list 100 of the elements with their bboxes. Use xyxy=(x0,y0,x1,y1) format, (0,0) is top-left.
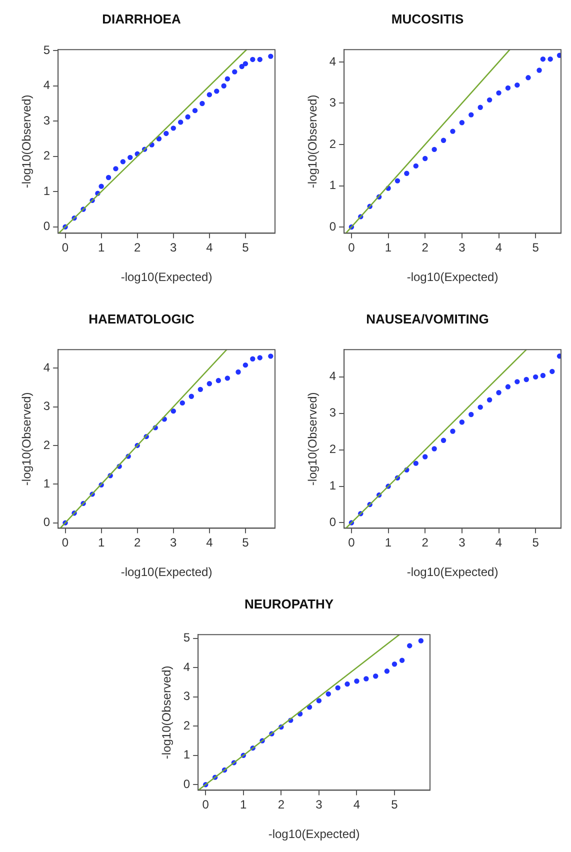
point xyxy=(404,170,410,176)
point xyxy=(180,400,185,406)
chart-title: NAUSEA/VOMITING xyxy=(366,311,489,326)
y-tick-label: 4 xyxy=(329,54,336,68)
x-tick-label: 2 xyxy=(134,536,142,550)
x-tick-label: 1 xyxy=(98,240,105,255)
point xyxy=(536,68,542,73)
point xyxy=(505,85,511,91)
point xyxy=(505,384,511,390)
y-tick-label: 4 xyxy=(43,360,50,374)
point xyxy=(413,460,418,466)
y-tick-label: 1 xyxy=(183,748,190,762)
y-tick-label: 5 xyxy=(183,630,190,645)
x-tick-label: 0 xyxy=(202,798,210,812)
x-tick-label: 4 xyxy=(206,536,214,550)
y-tick-label: 0 xyxy=(183,776,190,791)
point xyxy=(326,691,331,697)
point xyxy=(459,420,465,425)
point xyxy=(257,56,262,62)
point xyxy=(550,368,555,374)
y-axis-title: -log10(Observed) xyxy=(306,94,320,188)
point xyxy=(170,408,176,414)
point xyxy=(418,638,424,644)
point xyxy=(432,446,437,452)
point xyxy=(214,88,220,94)
x-axis-title: -log10(Expected) xyxy=(406,270,498,284)
point xyxy=(224,376,230,381)
x-tick-label: 4 xyxy=(495,240,502,255)
x-tick-label: 4 xyxy=(206,240,214,255)
x-tick-label: 3 xyxy=(170,240,178,255)
point xyxy=(450,428,456,434)
point xyxy=(440,438,446,443)
point xyxy=(540,372,546,378)
point xyxy=(120,159,126,164)
x-tick-label: 4 xyxy=(495,536,502,550)
point xyxy=(354,678,360,684)
y-tick-label: 0 xyxy=(329,515,336,530)
point xyxy=(478,404,483,410)
y-tick-label: 0 xyxy=(329,219,336,234)
y-tick-label: 1 xyxy=(43,476,50,490)
point xyxy=(242,362,248,368)
y-tick-label: 3 xyxy=(329,406,336,420)
x-tick-label: 5 xyxy=(242,240,250,255)
point xyxy=(373,674,378,679)
point xyxy=(198,386,204,392)
point xyxy=(407,643,412,648)
point xyxy=(188,394,194,399)
x-axis-title: -log10(Expected) xyxy=(268,827,360,842)
y-tick-label: 5 xyxy=(43,42,50,57)
point xyxy=(496,90,502,96)
point xyxy=(239,64,244,70)
point xyxy=(242,61,248,66)
point xyxy=(413,163,418,169)
point xyxy=(399,658,405,663)
point xyxy=(432,146,437,152)
point xyxy=(236,369,241,375)
point xyxy=(496,390,502,396)
point xyxy=(224,76,230,82)
x-tick-label: 0 xyxy=(62,536,69,550)
y-tick-label: 2 xyxy=(43,438,50,452)
x-tick-label: 4 xyxy=(353,798,360,812)
point xyxy=(170,126,176,131)
x-tick-label: 3 xyxy=(316,798,323,812)
x-tick-label: 1 xyxy=(384,240,392,255)
x-axis-title: -log10(Expected) xyxy=(120,270,212,284)
point xyxy=(113,166,118,172)
y-axis-title: -log10(Observed) xyxy=(20,392,34,486)
x-tick-label: 2 xyxy=(422,240,429,255)
point xyxy=(422,156,428,162)
x-tick-label: 0 xyxy=(62,240,69,255)
point xyxy=(128,154,133,160)
x-axis-title: -log10(Expected) xyxy=(406,565,498,580)
y-tick-label: 2 xyxy=(183,718,190,732)
point xyxy=(384,668,390,674)
x-axis-title: -log10(Expected) xyxy=(120,565,212,580)
x-tick-label: 2 xyxy=(278,798,285,812)
x-tick-label: 5 xyxy=(532,536,540,550)
point xyxy=(468,412,474,418)
point xyxy=(394,178,400,184)
y-tick-label: 0 xyxy=(43,219,50,234)
chart-title: MUCOSITIS xyxy=(391,11,464,26)
y-tick-label: 3 xyxy=(43,399,50,414)
point xyxy=(106,174,112,180)
y-tick-label: 2 xyxy=(329,442,336,456)
point xyxy=(206,381,212,386)
y-axis-title: -log10(Observed) xyxy=(306,392,320,486)
point xyxy=(250,356,256,362)
point xyxy=(221,83,226,88)
point xyxy=(486,397,492,402)
point xyxy=(268,354,274,359)
y-tick-label: 4 xyxy=(43,78,50,92)
y-tick-label: 2 xyxy=(329,136,336,151)
x-tick-label: 2 xyxy=(134,240,142,255)
y-tick-label: 4 xyxy=(329,369,336,384)
y-axis-title: -log10(Observed) xyxy=(20,94,34,188)
x-tick-label: 3 xyxy=(170,536,178,550)
point xyxy=(556,354,561,359)
x-tick-label: 1 xyxy=(98,536,105,550)
point xyxy=(532,374,538,380)
point xyxy=(232,69,238,74)
